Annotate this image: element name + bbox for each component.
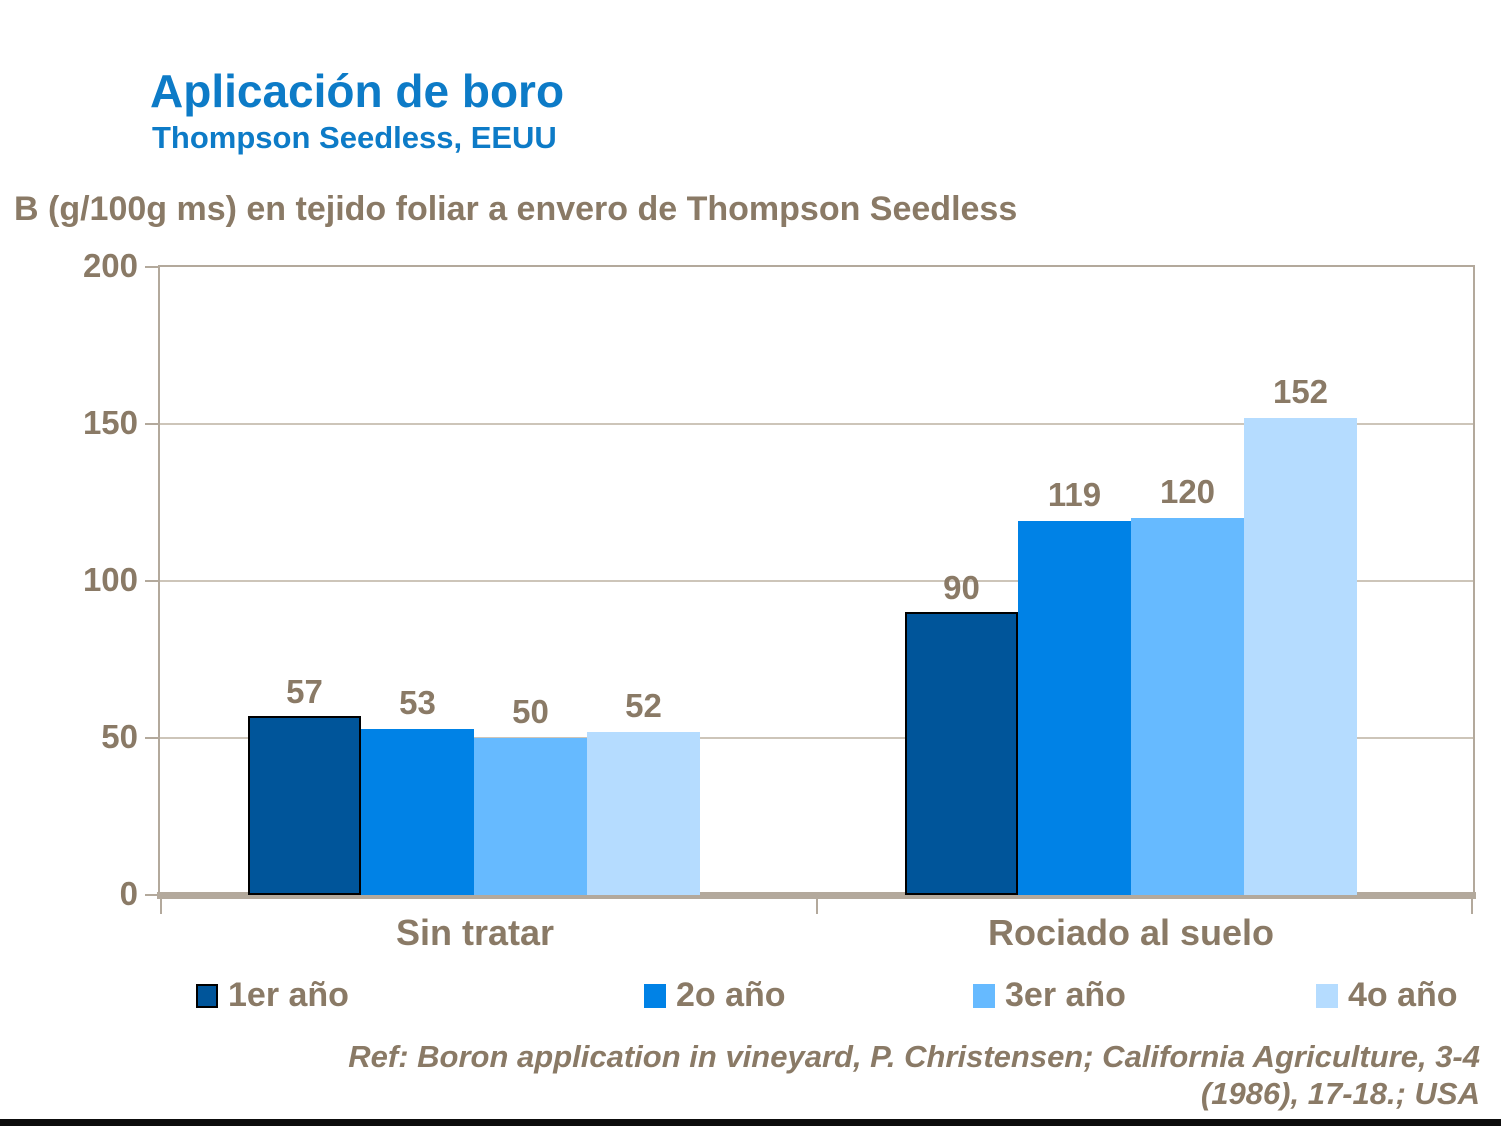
legend-label: 3er año (1005, 976, 1126, 1014)
page-subtitle: Thompson Seedless, EEUU (152, 120, 557, 155)
x-axis-line (157, 892, 1476, 899)
page-title: Aplicación de boro (150, 65, 565, 117)
legend-swatch-1er-ano (196, 983, 218, 1008)
bar-rociado-al-suelo-3: 120 (1131, 473, 1244, 895)
bar-value-label: 120 (1159, 473, 1216, 511)
reference-line-1: Ref: Boron application in vineyard, P. C… (348, 1039, 1480, 1074)
legend-swatch-2o-ano (644, 983, 666, 1008)
legend-label: 1er año (228, 976, 349, 1014)
bar-value-label: 50 (512, 693, 549, 730)
legend-label: 4o año (1348, 976, 1458, 1014)
legend-item: 2o año (644, 976, 786, 1015)
legend-label: 2o año (676, 976, 786, 1014)
y-axis-tick-100 (145, 580, 159, 582)
bar-rociado-al-suelo-2: 119 (1018, 476, 1131, 895)
gridline-y-50 (160, 737, 1473, 739)
bar-value-label: 90 (943, 569, 980, 607)
bar-sin-tratar-1: 57 (248, 673, 361, 895)
x-axis-tick-1 (815, 898, 818, 914)
legend-swatch-3er-ano (973, 983, 995, 1008)
y-axis-tick-0 (145, 894, 159, 896)
legend-item: 4o año (1316, 976, 1458, 1015)
y-axis-tick-200 (145, 266, 159, 268)
bar-value-label: 119 (1047, 476, 1102, 514)
bottom-border-strip (0, 1119, 1501, 1126)
bar-value-label: 53 (399, 683, 436, 721)
bar-rociado-al-suelo-1: 90 (905, 569, 1018, 895)
bar-value-label: 52 (625, 686, 662, 724)
bar-sin-tratar-2: 53 (361, 684, 474, 895)
category-label-sin-tratar: Sin tratar (395, 912, 555, 953)
chart-axis-title: B (g/100g ms) en tejido foliar a envero … (14, 190, 1018, 228)
x-axis-tick-2 (1471, 898, 1473, 914)
bar-value-label: 57 (286, 673, 323, 711)
legend-item: 3er año (973, 976, 1126, 1015)
y-tick-label-0: 0 (119, 875, 138, 912)
bar-value-label: 152 (1272, 372, 1329, 410)
plot-area: 0 50 100 150 200 57 53 50 52 90 119 120 152 (83, 247, 1476, 914)
y-tick-label-150: 150 (82, 404, 138, 441)
y-tick-label-50: 50 (101, 718, 138, 755)
bar-sin-tratar-3: 50 (474, 693, 587, 895)
legend-swatch-4o-ano (1316, 983, 1338, 1008)
y-axis-tick-50 (145, 737, 159, 739)
bar-sin-tratar-4: 52 (587, 687, 700, 895)
reference-text: Ref: Boron application in vineyard, P. C… (180, 1038, 1480, 1112)
legend-item: 1er año (196, 976, 349, 1015)
category-label-rociado-al-suelo: Rociado al suelo (987, 912, 1275, 953)
gridline-y-100 (160, 580, 1473, 582)
bar-rociado-al-suelo-4: 152 (1244, 373, 1357, 895)
reference-line-2: (1986), 17-18.; USA (1200, 1076, 1480, 1112)
y-tick-label-100: 100 (82, 561, 138, 598)
y-tick-label-200: 200 (82, 247, 138, 284)
y-axis-tick-150 (145, 423, 159, 425)
gridline-y-150 (160, 423, 1473, 425)
x-axis-tick-0 (160, 898, 162, 914)
